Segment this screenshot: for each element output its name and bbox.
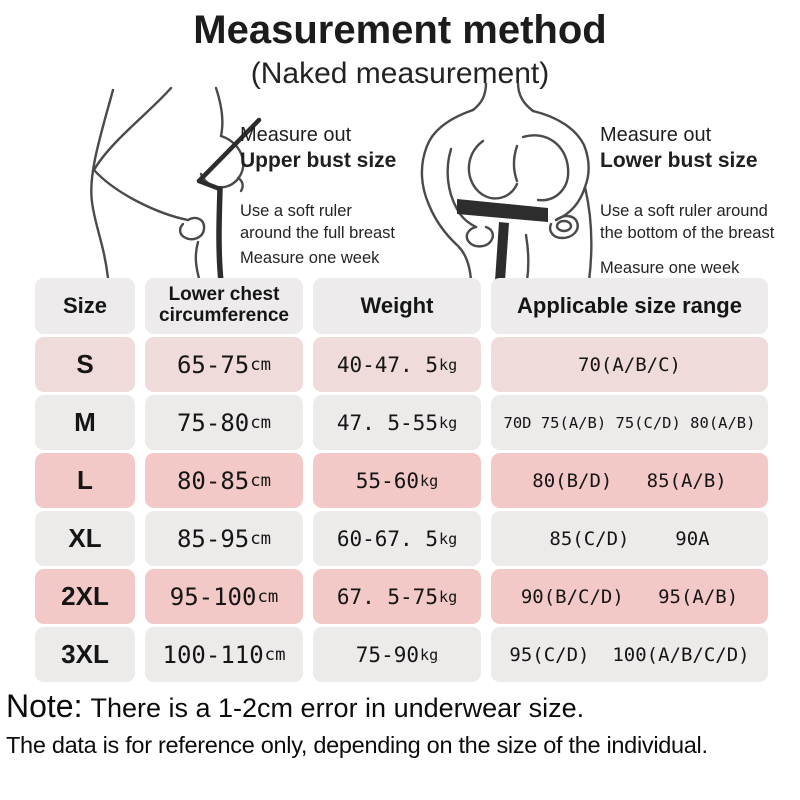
instruction-line: Measure one week: [600, 259, 740, 278]
note-subtext: The data is for reference only, dependin…: [6, 732, 708, 758]
size-cell: XL: [35, 511, 135, 566]
chest-cell: 75-80 cm: [145, 395, 303, 450]
size-cell: M: [35, 395, 135, 450]
weight-cell: 60-67. 5 kg: [313, 511, 481, 566]
instruction-target: Upper bust size: [240, 149, 397, 172]
upper-bust-instructions: Measure out Upper bust size Use a soft r…: [240, 124, 435, 269]
value: 100-110: [162, 640, 264, 669]
size-table: Size Lower chest circumference Weight Ap…: [35, 278, 768, 682]
chest-cell: 85-95 cm: [145, 511, 303, 566]
range-cell: 90(B/C/D) 95(A/B): [491, 569, 768, 624]
column-header-weight: Weight: [313, 278, 481, 334]
unit: cm: [257, 586, 279, 607]
note: Note: There is a 1-2cm error in underwear…: [6, 688, 798, 759]
size-cell: 2XL: [35, 569, 135, 624]
instruction-intro: Measure out: [600, 124, 712, 146]
range-cell: 95(C/D) 100(A/B/C/D): [491, 627, 768, 682]
chest-cell: 80-85 cm: [145, 453, 303, 508]
value: 60-67. 5: [336, 526, 438, 551]
instruction-line: Measure one week: [240, 249, 380, 268]
value: 85-95: [176, 524, 250, 553]
note-line: Note: There is a 1-2cm error in underwear…: [6, 688, 798, 725]
chest-cell: 65-75 cm: [145, 337, 303, 392]
unit: cm: [250, 354, 272, 375]
column-header-range: Applicable size range: [491, 278, 768, 334]
weight-cell: 67. 5-75 kg: [313, 569, 481, 624]
value: 75-90: [355, 642, 419, 667]
unit: kg: [420, 471, 439, 490]
column-header-chest: Lower chest circumference: [145, 278, 303, 334]
column-header-size: Size: [35, 278, 135, 334]
weight-cell: 75-90 kg: [313, 627, 481, 682]
unit: kg: [438, 413, 458, 432]
unit: kg: [438, 355, 458, 374]
value: 80-85: [176, 466, 250, 495]
weight-cell: 40-47. 5 kg: [313, 337, 481, 392]
unit: kg: [438, 587, 458, 606]
weight-cell: 55-60 kg: [313, 453, 481, 508]
unit: cm: [264, 644, 286, 665]
value: 40-47. 5: [336, 352, 438, 377]
page-subtitle: (Naked measurement): [250, 57, 550, 90]
instruction-line: Use a soft ruler: [240, 202, 352, 220]
unit: kg: [438, 529, 458, 548]
instruction-body: Use a soft ruler around the bottom of th…: [600, 200, 800, 279]
note-label: Note:: [6, 688, 83, 724]
upper-bust-measurement-illustration: [90, 86, 262, 282]
page-title: Measurement method: [193, 8, 607, 52]
instruction-target: Lower bust size: [600, 149, 758, 172]
instruction-intro: Measure out: [240, 124, 352, 146]
range-cell: 70(A/B/C): [491, 337, 768, 392]
note-text: There is a 1-2cm error in underwear size…: [90, 693, 585, 723]
chest-cell: 95-100 cm: [145, 569, 303, 624]
size-cell: S: [35, 337, 135, 392]
chest-cell: 100-110 cm: [145, 627, 303, 682]
value: 47. 5-55: [336, 410, 438, 435]
size-cell: 3XL: [35, 627, 135, 682]
value: 67. 5-75: [336, 584, 438, 609]
value: 75-80: [176, 408, 250, 437]
size-cell: L: [35, 453, 135, 508]
weight-cell: 47. 5-55 kg: [313, 395, 481, 450]
lower-bust-instructions: Measure out Lower bust size Use a soft r…: [600, 124, 800, 279]
unit: kg: [420, 645, 439, 664]
lower-bust-measurement-illustration: [420, 83, 593, 281]
unit: cm: [250, 470, 272, 491]
instruction-line: the bottom of the breast: [600, 224, 775, 243]
unit: cm: [250, 528, 272, 549]
instruction-line: around the full breast: [240, 224, 396, 243]
value: 55-60: [355, 468, 419, 493]
value: 65-75: [176, 350, 250, 379]
instruction-line: Use a soft ruler around: [600, 202, 768, 220]
unit: cm: [250, 412, 272, 433]
range-cell: 70D 75(A/B) 75(C/D) 80(A/B): [491, 395, 768, 450]
value: 95-100: [169, 582, 257, 611]
instruction-body: Use a soft ruler around the full breast …: [240, 200, 435, 269]
range-cell: 80(B/D) 85(A/B): [491, 453, 768, 508]
range-cell: 85(C/D) 90A: [491, 511, 768, 566]
